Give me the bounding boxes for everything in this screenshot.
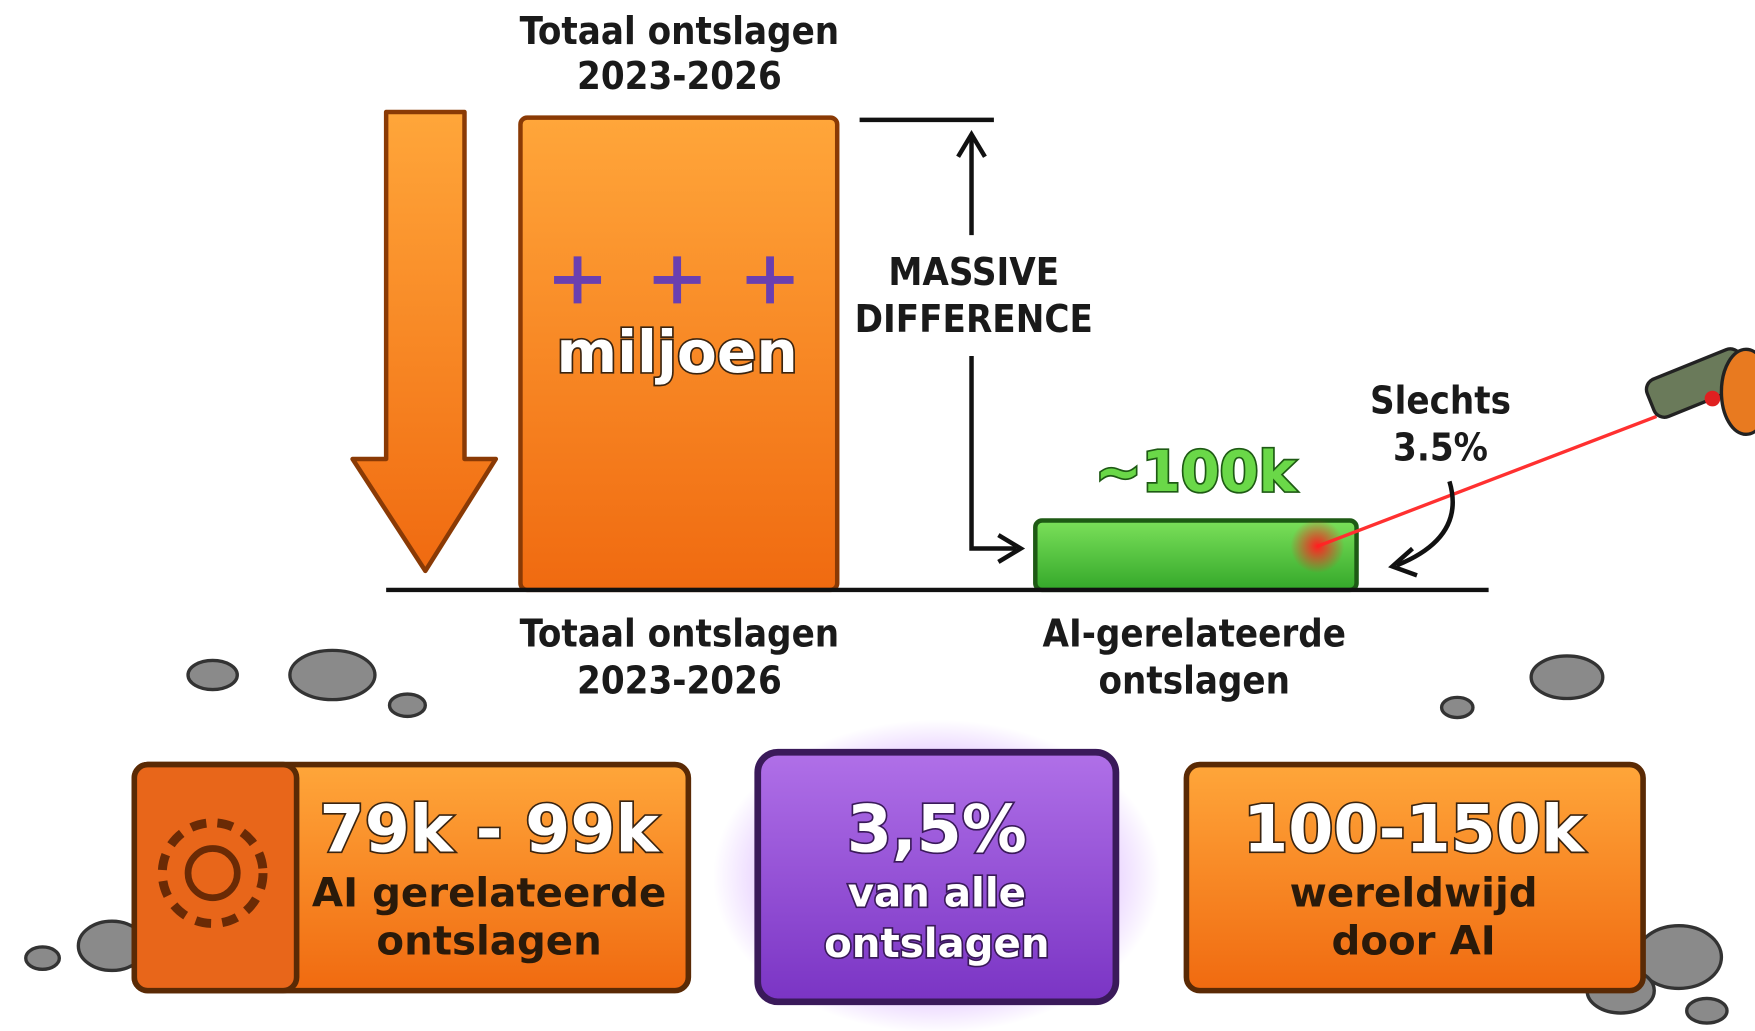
- card-text: wereldwijd: [1290, 869, 1538, 916]
- top-label: 2023-2026: [577, 54, 782, 98]
- bar-label: AI-gerelateerde: [1042, 611, 1346, 655]
- small-bar-label: ~100k: [1095, 440, 1298, 505]
- big-bar-label: miljoen: [556, 318, 797, 386]
- page: {"top_label": {"lines": ["Totaal ontslag…: [0, 0, 1755, 1031]
- card-value: 79k - 99k: [320, 793, 661, 868]
- card-value: 3,5%: [847, 793, 1027, 868]
- card-text: ontslagen: [376, 918, 601, 965]
- bar-label: Totaal ontslagen: [520, 611, 840, 655]
- difference-label: MASSIVE: [888, 250, 1059, 294]
- difference-bracket: [860, 120, 1021, 562]
- bar-label: 2023-2026: [577, 658, 782, 702]
- callout: 3.5%: [1393, 426, 1488, 470]
- infographic: Totaal ontslagen 2023-2026 miljoen MASSI…: [0, 0, 1755, 1031]
- card-text: door AI: [1332, 918, 1496, 965]
- laser-pointer: [1643, 346, 1755, 435]
- bar-label: ontslagen: [1098, 658, 1290, 702]
- callout: Slechts: [1370, 379, 1511, 423]
- difference-label: DIFFERENCE: [855, 297, 1093, 341]
- down-arrow: [353, 112, 496, 571]
- card-text: AI gerelateerde: [312, 869, 666, 916]
- laser-dot: [1291, 519, 1345, 573]
- card-text: van alle: [848, 869, 1026, 916]
- card-text: ontslagen: [824, 920, 1049, 967]
- top-label: Totaal ontslagen: [520, 9, 840, 53]
- card-value: 100-150k: [1243, 793, 1586, 868]
